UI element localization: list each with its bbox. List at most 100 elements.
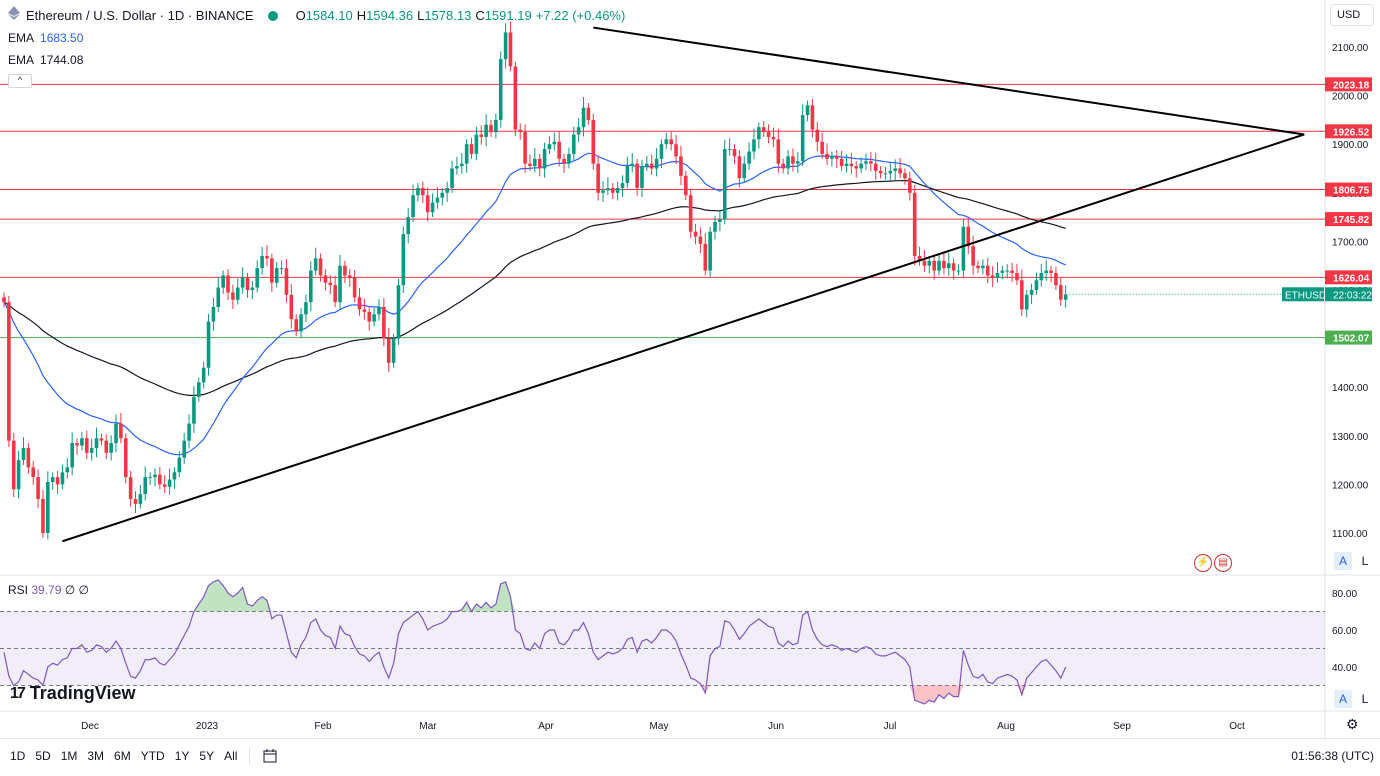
candle-body [937, 260, 941, 271]
ema1-label[interactable]: EMA [8, 31, 35, 45]
candle-body [513, 66, 518, 130]
candle-body [713, 221, 717, 232]
range-button-5d[interactable]: 5D [35, 749, 51, 763]
candle-body [11, 440, 16, 490]
candle-body [800, 115, 805, 162]
calendar-range-icon[interactable] [258, 748, 282, 768]
lightning-icon[interactable]: ⚡ [1194, 554, 1212, 572]
auto-scale-button[interactable]: A [1334, 552, 1352, 570]
range-button-3m[interactable]: 3M [87, 749, 105, 763]
range-button-1y[interactable]: 1Y [174, 749, 190, 763]
candle-body [503, 32, 508, 60]
tradingview-logo[interactable]: 17 TradingView [10, 683, 136, 704]
candle-body [854, 166, 859, 169]
candle-body [951, 263, 956, 271]
candle-body [917, 255, 922, 261]
candle-body [869, 161, 873, 164]
candle-body [1020, 280, 1024, 310]
range-button-1d[interactable]: 1D [10, 749, 26, 763]
candle-body [761, 127, 766, 133]
candle-body [981, 265, 985, 269]
candle-body [684, 175, 688, 196]
symbol-title[interactable]: Ethereum / U.S. Dollar · 1D · BINANCE [26, 7, 254, 23]
candle-body [162, 484, 167, 487]
rsi-label[interactable]: RSI [8, 583, 29, 597]
candle-body [498, 59, 503, 120]
candle-body [50, 477, 55, 482]
candle-body [31, 467, 36, 478]
candle-body [635, 163, 639, 188]
candle-body [265, 255, 269, 259]
ema2-label[interactable]: EMA [8, 53, 35, 67]
candle-body [347, 275, 352, 278]
rsi-log-scale-button[interactable]: L [1356, 690, 1374, 708]
events-markers[interactable]: ⚡ ▤ [1194, 554, 1232, 572]
candle-body [450, 168, 454, 188]
tradingview-wordmark: TradingView [29, 683, 136, 703]
candle-body [80, 438, 84, 446]
candle-body [942, 260, 946, 269]
candle-body [221, 275, 225, 288]
candle-body [908, 178, 912, 193]
candle-body [206, 321, 211, 368]
candle-body [610, 187, 615, 193]
ohlc-label: O [295, 7, 306, 23]
candle-body [201, 367, 206, 383]
candle-body [416, 187, 420, 196]
candle-body [338, 265, 342, 303]
candle-body [825, 153, 829, 159]
price-tick-label: 2000.00 [1332, 92, 1369, 103]
time-axis-label: May [650, 721, 669, 732]
us-flag-icon[interactable]: ▤ [1214, 554, 1232, 572]
candle-body [318, 258, 323, 276]
rsi-auto-scale-button[interactable]: A [1334, 690, 1352, 708]
countdown-tag [1325, 287, 1372, 302]
price-tick-label: 1300.00 [1332, 432, 1369, 443]
candle-body [128, 477, 133, 499]
log-scale-button[interactable]: L [1356, 552, 1374, 570]
candle-body [36, 477, 40, 499]
candle-body [601, 190, 605, 193]
time-axis-label: Aug [997, 721, 1015, 732]
candle-body [284, 268, 289, 295]
candle-body [235, 287, 240, 300]
ohlc-value: 1578.13 [424, 7, 472, 23]
candle-body [742, 163, 747, 179]
candle-body [421, 187, 425, 196]
ohlc-label: C [475, 7, 485, 23]
utc-clock[interactable]: 01:56:38 (UTC) [1291, 749, 1374, 763]
candle-body [309, 270, 313, 303]
time-axis-label: Feb [314, 721, 332, 732]
candle-body [1039, 272, 1044, 281]
rsi-extra-2: ∅ [78, 583, 89, 597]
price-tick-label: 1400.00 [1332, 383, 1369, 394]
candle-body [255, 268, 260, 288]
candle-body [528, 163, 532, 167]
range-button-all[interactable]: All [224, 749, 238, 763]
candle-body [893, 168, 898, 171]
settings-icon[interactable]: ⚙ [1346, 716, 1359, 732]
candle-body [323, 275, 328, 283]
price-chart[interactable]: 1100.001200.001300.001400.001500.001600.… [0, 0, 1380, 738]
candle-body [216, 287, 221, 308]
candle-body [279, 268, 284, 270]
candle-body [990, 275, 995, 278]
candle-body [70, 443, 74, 468]
ohlc-values: O1584.10 H1594.36 L1578.13 C1591.19 +7.22 (+… [296, 7, 630, 25]
range-button-6m[interactable]: 6M [114, 749, 131, 763]
candle-body [674, 144, 678, 157]
legend-collapse-button[interactable]: ^ [8, 74, 32, 88]
candle-body [766, 132, 771, 137]
candle-body [459, 163, 464, 167]
range-button-1m[interactable]: 1M [60, 749, 78, 763]
candle-body [679, 156, 683, 176]
candle-body [537, 158, 542, 169]
currency-selector[interactable]: USD [1330, 4, 1374, 26]
level-tag-resistance [1325, 77, 1372, 92]
bottom-toolbar: 1D 5D 1M 3M 6M YTD 1Y 5Y All 01:56:38 (UTC) [0, 738, 1380, 776]
range-button-ytd[interactable]: YTD [140, 749, 165, 763]
candle-body [630, 163, 635, 167]
candle-body [606, 187, 610, 191]
rsi-tick-label: 40.00 [1332, 663, 1357, 674]
range-button-5y[interactable]: 5Y [199, 749, 215, 763]
